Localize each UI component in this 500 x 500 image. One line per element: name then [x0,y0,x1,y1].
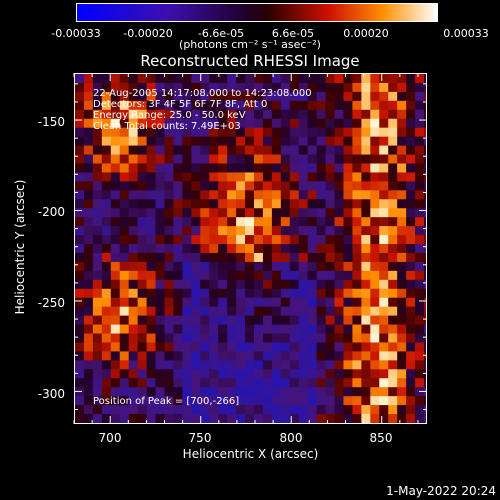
x-axis-label: Heliocentric X (arcsec) [182,447,319,461]
x-tick-label: 850 [369,431,393,445]
colorbar-tick-label: -0.00033 [51,27,101,40]
colorbar-tick-label: 6.6e-05 [271,27,315,40]
annotation-clean-counts: Clean Total counts: 7.49E+03 [93,121,241,132]
y-tick-label: -200 [37,205,65,219]
peak-position-label: Position of Peak = [700,-266] [93,396,240,407]
colorbar [76,3,438,22]
heatmap-image [75,74,426,423]
footer-timestamp: 1-May-2022 20:24 [386,484,496,498]
chart-title: Reconstructed RHESSI Image [140,52,360,70]
colorbar-units: (photons cm⁻² s⁻¹ asec⁻²) [179,38,321,51]
annotation-time-range: 22-Aug-2005 14:17:08.000 to 14:23:08.000 [93,88,312,99]
y-tick-label: -300 [37,387,65,401]
x-tick-label: 800 [279,431,303,445]
heatmap-plot: 22-Aug-2005 14:17:08.000 to 14:23:08.000… [74,73,427,424]
y-tick-label: -250 [37,296,65,310]
colorbar-tick-label: 0.00033 [443,27,489,40]
colorbar-tick-label: -6.6e-05 [197,27,245,40]
y-tick-label: -150 [37,115,65,129]
y-axis-label: Heliocentric Y (arcsec) [13,179,27,315]
colorbar-tick-label: -0.00020 [123,27,173,40]
annotation-energy-range: Energy Range: 25.0 - 50.0 keV [93,110,246,121]
colorbar-tick-label: 0.00020 [343,27,389,40]
x-tick-label: 750 [188,431,212,445]
annotation-detectors: Detectors: 3F 4F 5F 6F 7F 8F, Att 0 [93,99,268,110]
x-tick-label: 700 [98,431,122,445]
